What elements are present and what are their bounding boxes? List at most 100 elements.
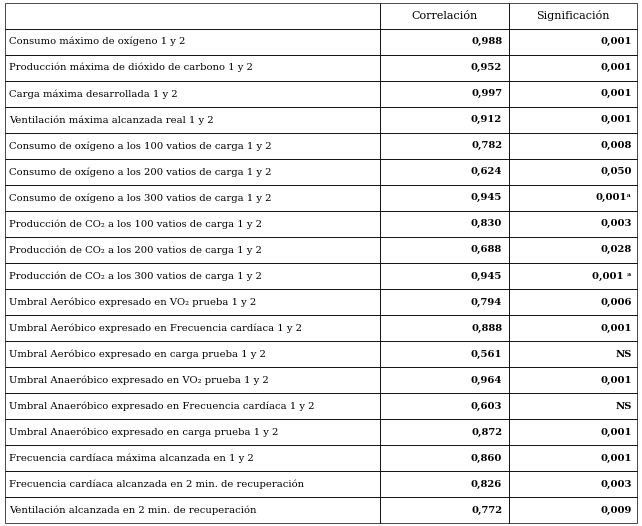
Bar — [508, 393, 637, 419]
Text: Frecuencia cardíaca máxima alcanzada en 1 y 2: Frecuencia cardíaca máxima alcanzada en … — [9, 453, 254, 463]
Bar — [380, 29, 508, 55]
Bar — [380, 315, 508, 341]
Bar — [5, 498, 380, 523]
Text: Producción de CO₂ a los 100 vatios de carga 1 y 2: Producción de CO₂ a los 100 vatios de ca… — [9, 219, 262, 229]
Bar — [5, 419, 380, 445]
Bar — [508, 341, 637, 367]
Text: Consumo de oxígeno a los 300 vatios de carga 1 y 2: Consumo de oxígeno a los 300 vatios de c… — [9, 193, 272, 203]
Bar — [5, 341, 380, 367]
Bar — [508, 3, 637, 28]
Text: 0,945: 0,945 — [471, 271, 502, 280]
Bar — [5, 445, 380, 471]
Text: Producción de CO₂ a los 300 vatios de carga 1 y 2: Producción de CO₂ a los 300 vatios de ca… — [9, 271, 262, 281]
Bar — [5, 471, 380, 498]
Bar — [508, 471, 637, 498]
Text: Consumo de oxígeno a los 100 vatios de carga 1 y 2: Consumo de oxígeno a los 100 vatios de c… — [9, 141, 272, 150]
Text: 0,952: 0,952 — [471, 63, 502, 72]
Bar — [380, 498, 508, 523]
Text: Ventilación alcanzada en 2 min. de recuperación: Ventilación alcanzada en 2 min. de recup… — [9, 505, 257, 515]
Text: 0,001: 0,001 — [600, 454, 632, 463]
Text: 0,888: 0,888 — [471, 323, 502, 332]
Text: Umbral Anaeróbico expresado en Frecuencia cardíaca 1 y 2: Umbral Anaeróbico expresado en Frecuenci… — [9, 401, 315, 411]
Bar — [5, 185, 380, 211]
Bar — [380, 289, 508, 315]
Text: 0,003: 0,003 — [600, 219, 632, 228]
Text: 0,561: 0,561 — [471, 350, 502, 359]
Text: 0,964: 0,964 — [471, 376, 502, 385]
Text: 0,003: 0,003 — [600, 480, 632, 489]
Bar — [5, 211, 380, 237]
Bar — [508, 159, 637, 185]
Bar — [380, 133, 508, 159]
Text: 0,001: 0,001 — [600, 376, 632, 385]
Text: 0,009: 0,009 — [600, 506, 632, 515]
Bar — [508, 367, 637, 393]
Bar — [5, 367, 380, 393]
Bar — [380, 211, 508, 237]
Text: 0,006: 0,006 — [600, 298, 632, 307]
Bar — [5, 237, 380, 263]
Bar — [380, 55, 508, 80]
Text: Umbral Anaeróbico expresado en carga prueba 1 y 2: Umbral Anaeróbico expresado en carga pru… — [9, 428, 279, 437]
Text: Umbral Aeróbico expresado en carga prueba 1 y 2: Umbral Aeróbico expresado en carga prueb… — [9, 349, 266, 359]
Text: 0,688: 0,688 — [471, 246, 502, 255]
Text: 0,997: 0,997 — [471, 89, 502, 98]
Text: 0,001: 0,001 — [600, 428, 632, 437]
Bar — [508, 315, 637, 341]
Bar — [508, 55, 637, 80]
Text: 0,772: 0,772 — [471, 506, 502, 515]
Bar — [508, 498, 637, 523]
Bar — [380, 185, 508, 211]
Text: Carga máxima desarrollada 1 y 2: Carga máxima desarrollada 1 y 2 — [9, 89, 178, 98]
Text: 0,008: 0,008 — [600, 141, 632, 150]
Bar — [380, 367, 508, 393]
Bar — [5, 107, 380, 133]
Text: Consumo máximo de oxígeno 1 y 2: Consumo máximo de oxígeno 1 y 2 — [9, 37, 186, 46]
Text: Ventilación máxima alcanzada real 1 y 2: Ventilación máxima alcanzada real 1 y 2 — [9, 115, 214, 125]
Text: 0,912: 0,912 — [471, 115, 502, 124]
Bar — [5, 55, 380, 80]
Text: 0,050: 0,050 — [600, 167, 632, 176]
Text: 0,001ᵃ: 0,001ᵃ — [596, 194, 632, 203]
Text: Frecuencia cardíaca alcanzada en 2 min. de recuperación: Frecuencia cardíaca alcanzada en 2 min. … — [9, 480, 304, 489]
Bar — [380, 107, 508, 133]
Text: Significación: Significación — [536, 10, 609, 21]
Bar — [5, 315, 380, 341]
Text: 0,988: 0,988 — [471, 37, 502, 46]
Text: Producción máxima de dióxido de carbono 1 y 2: Producción máxima de dióxido de carbono … — [9, 63, 253, 73]
Bar — [380, 263, 508, 289]
Text: 0,794: 0,794 — [471, 298, 502, 307]
Bar — [5, 81, 380, 107]
Bar — [380, 81, 508, 107]
Text: 0,001: 0,001 — [600, 63, 632, 72]
Text: 0,782: 0,782 — [471, 141, 502, 150]
Text: Umbral Aeróbico expresado en Frecuencia cardíaca 1 y 2: Umbral Aeróbico expresado en Frecuencia … — [9, 323, 302, 333]
Bar — [380, 3, 508, 28]
Bar — [380, 445, 508, 471]
Bar — [5, 393, 380, 419]
Bar — [508, 29, 637, 55]
Text: 0,872: 0,872 — [471, 428, 502, 437]
Text: 0,001: 0,001 — [600, 37, 632, 46]
Text: 0,945: 0,945 — [471, 194, 502, 203]
Text: 0,860: 0,860 — [471, 454, 502, 463]
Bar — [380, 471, 508, 498]
Bar — [508, 237, 637, 263]
Text: 0,603: 0,603 — [471, 402, 502, 411]
Bar — [380, 393, 508, 419]
Bar — [508, 81, 637, 107]
Text: Consumo de oxígeno a los 200 vatios de carga 1 y 2: Consumo de oxígeno a los 200 vatios de c… — [9, 167, 272, 177]
Text: 0,001: 0,001 — [600, 89, 632, 98]
Bar — [508, 445, 637, 471]
Bar — [508, 107, 637, 133]
Text: NS: NS — [615, 402, 632, 411]
Text: Umbral Anaeróbico expresado en VO₂ prueba 1 y 2: Umbral Anaeróbico expresado en VO₂ prueb… — [9, 376, 269, 385]
Text: Umbral Aeróbico expresado en VO₂ prueba 1 y 2: Umbral Aeróbico expresado en VO₂ prueba … — [9, 297, 256, 307]
Bar — [5, 3, 380, 28]
Bar — [5, 289, 380, 315]
Bar — [5, 159, 380, 185]
Bar — [508, 419, 637, 445]
Text: 0,028: 0,028 — [600, 246, 632, 255]
Text: 0,001: 0,001 — [600, 323, 632, 332]
Bar — [5, 29, 380, 55]
